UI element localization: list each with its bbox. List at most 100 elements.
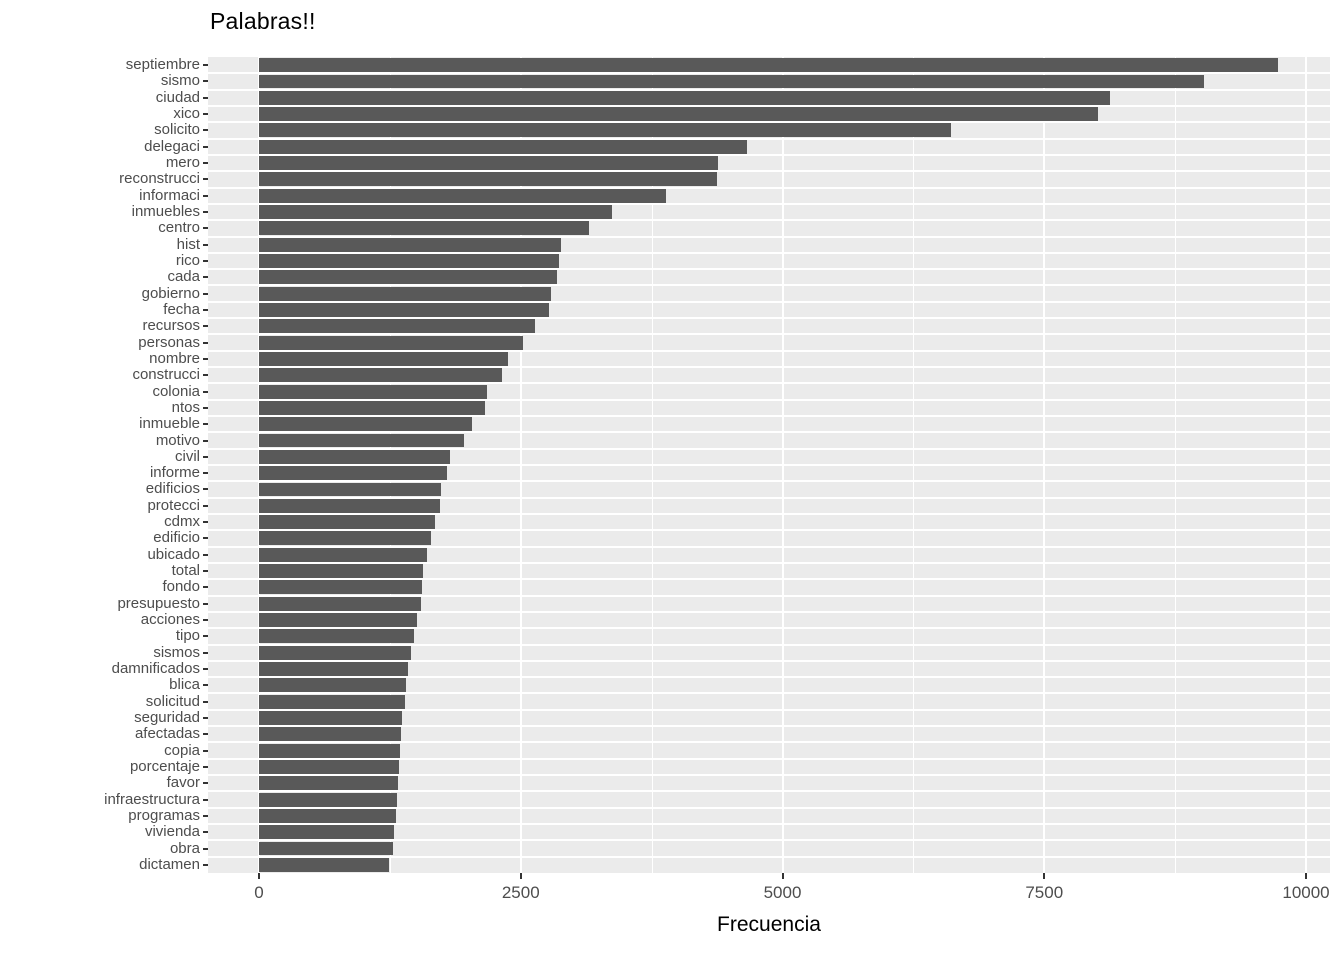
bar-gobierno bbox=[259, 286, 552, 301]
bar-centro bbox=[259, 221, 589, 236]
bar-construcci bbox=[259, 368, 502, 383]
y-tick-mark bbox=[203, 308, 208, 311]
y-tick-mark bbox=[203, 619, 208, 622]
y-tick-mark bbox=[203, 863, 208, 866]
y-tick-mark bbox=[203, 145, 208, 148]
y-gridline bbox=[208, 480, 1330, 483]
y-axis-label-fecha: fecha bbox=[163, 300, 200, 318]
y-gridline bbox=[208, 121, 1330, 124]
y-gridline bbox=[208, 823, 1330, 826]
y-tick-mark bbox=[203, 504, 208, 507]
x-tick-label: 2500 bbox=[501, 883, 540, 902]
y-gridline bbox=[208, 708, 1330, 711]
y-gridline bbox=[208, 692, 1330, 695]
y-tick-mark bbox=[203, 113, 208, 116]
y-axis-label-xico: xico bbox=[173, 105, 200, 123]
y-tick-mark bbox=[203, 227, 208, 230]
y-gridline bbox=[208, 398, 1330, 401]
y-gridline bbox=[208, 725, 1330, 728]
bar-edificio bbox=[259, 531, 431, 546]
y-tick-mark bbox=[203, 325, 208, 328]
bar-cada bbox=[259, 270, 558, 285]
y-tick-mark bbox=[203, 831, 208, 834]
y-tick-mark bbox=[203, 96, 208, 99]
y-gridline bbox=[208, 186, 1330, 189]
y-gridline bbox=[208, 839, 1330, 842]
y-gridline bbox=[208, 464, 1330, 466]
bar-infraestructura bbox=[259, 792, 398, 807]
bar-seguridad bbox=[259, 711, 403, 725]
bar-xico bbox=[259, 107, 1098, 122]
y-tick-mark bbox=[203, 129, 208, 132]
y-axis-label-programas: programas bbox=[128, 806, 200, 824]
x-major-gridline bbox=[1305, 57, 1307, 873]
y-gridline bbox=[208, 284, 1330, 287]
bar-nombre bbox=[259, 351, 509, 366]
y-axis-label-reconstrucci: reconstrucci bbox=[119, 170, 200, 188]
y-axis-label-hist: hist bbox=[176, 235, 200, 253]
y-gridline bbox=[208, 741, 1330, 744]
y-tick-mark bbox=[203, 390, 208, 393]
y-tick-mark bbox=[203, 276, 208, 279]
y-axis-label-sismo: sismo bbox=[160, 72, 200, 90]
y-axis-label-vivienda: vivienda bbox=[144, 823, 200, 841]
y-axis-label-septiembre: septiembre bbox=[125, 56, 200, 74]
bar-solicitud bbox=[259, 694, 405, 709]
chart-title: Palabras!! bbox=[210, 8, 316, 34]
y-gridline bbox=[208, 382, 1330, 385]
y-tick-mark bbox=[203, 211, 208, 214]
y-tick-mark bbox=[203, 80, 208, 83]
bar-sismos bbox=[259, 645, 411, 660]
y-axis-label-solicitud: solicitud bbox=[145, 692, 200, 710]
y-gridline bbox=[208, 496, 1330, 499]
bar-delegaci bbox=[259, 139, 747, 154]
y-gridline bbox=[208, 219, 1330, 222]
y-axis-label-dictamen: dictamen bbox=[139, 855, 200, 873]
x-tick-label: 0 bbox=[254, 883, 264, 902]
y-tick-mark bbox=[203, 472, 208, 475]
bar-dictamen bbox=[259, 857, 389, 872]
y-tick-mark bbox=[203, 668, 208, 670]
x-tick-mark bbox=[781, 873, 784, 879]
y-gridline bbox=[208, 659, 1330, 662]
bar-hist bbox=[259, 237, 561, 252]
y-axis-label-edificios: edificios bbox=[145, 480, 200, 498]
x-major-gridline bbox=[519, 57, 522, 873]
y-tick-mark bbox=[203, 178, 208, 181]
y-tick-mark bbox=[203, 439, 208, 442]
x-minor-gridline bbox=[1175, 57, 1177, 873]
y-tick-mark bbox=[203, 553, 208, 556]
y-gridline bbox=[208, 153, 1330, 156]
y-axis-label-infraestructura: infraestructura bbox=[104, 790, 200, 808]
plot-panel bbox=[208, 57, 1330, 873]
bar-rico bbox=[259, 254, 560, 268]
bar-informaci bbox=[259, 188, 667, 203]
bar-recursos bbox=[259, 319, 536, 334]
y-tick-mark bbox=[203, 684, 208, 687]
y-axis-label-obra: obra bbox=[169, 839, 200, 857]
x-major-gridline bbox=[258, 57, 260, 873]
bar-fecha bbox=[259, 303, 550, 317]
y-axis-label-tipo: tipo bbox=[175, 627, 200, 645]
y-axis-label-mero: mero bbox=[165, 154, 200, 172]
y-gridline bbox=[208, 643, 1330, 646]
y-tick-mark bbox=[203, 537, 208, 540]
y-gridline bbox=[208, 790, 1330, 793]
y-tick-mark bbox=[203, 798, 208, 801]
bar-programas bbox=[259, 808, 397, 823]
bar-damnificados bbox=[259, 662, 408, 676]
y-axis-label-seguridad: seguridad bbox=[134, 708, 200, 726]
y-gridline bbox=[208, 349, 1330, 352]
y-axis-label-favor: favor bbox=[166, 774, 200, 792]
bar-inmuebles bbox=[259, 205, 612, 219]
y-tick-mark bbox=[203, 602, 208, 605]
y-axis-label-porcentaje: porcentaje bbox=[129, 757, 200, 775]
x-tick-label: 5000 bbox=[763, 883, 802, 902]
y-axis-label-colonia: colonia bbox=[152, 382, 200, 400]
y-tick-mark bbox=[203, 586, 208, 589]
y-axis-label-ubicado: ubicado bbox=[147, 545, 200, 563]
bar-cdmx bbox=[259, 515, 435, 530]
y-axis-label-delegaci: delegaci bbox=[144, 137, 200, 155]
y-gridline bbox=[208, 855, 1330, 858]
